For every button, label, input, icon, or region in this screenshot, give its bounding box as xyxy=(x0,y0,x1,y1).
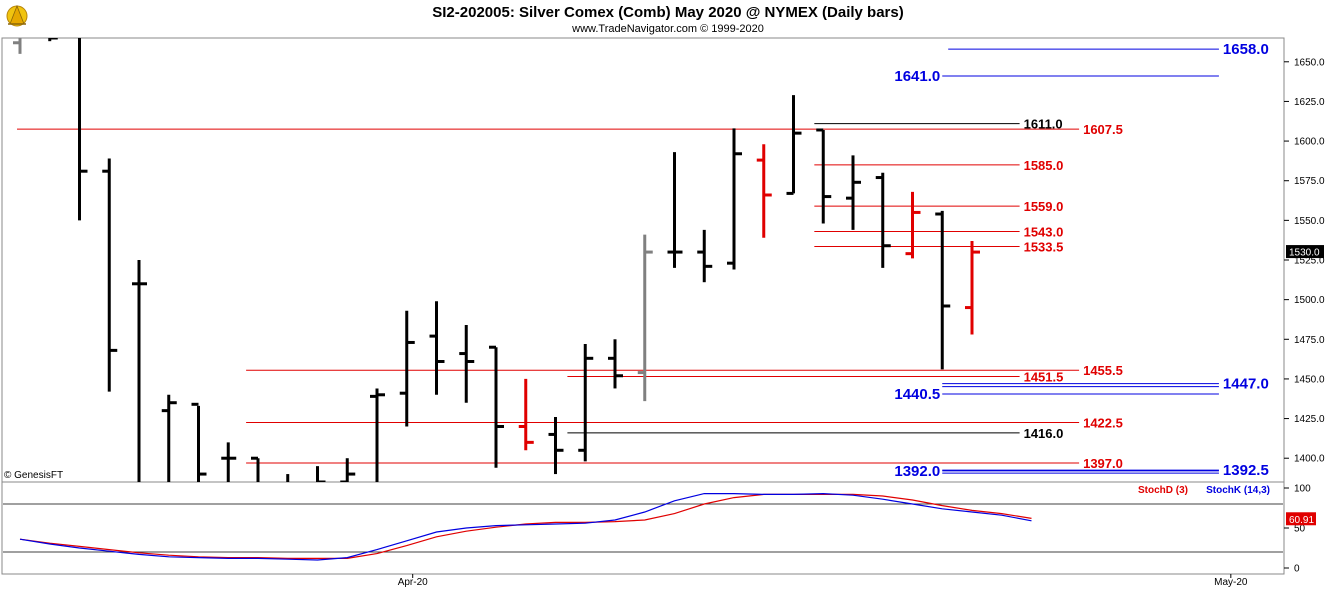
ohlc-bar xyxy=(846,155,861,230)
ohlc-bar xyxy=(965,240,980,335)
y-tick-label: 1500.0 xyxy=(1294,295,1325,306)
level-label: 1585.0 xyxy=(1024,158,1064,173)
y-tick-label: 1625.0 xyxy=(1294,97,1325,108)
price-pane xyxy=(1,37,1285,483)
last-price-label: 1530.0 xyxy=(1289,248,1320,259)
y-tick-label: 1400.0 xyxy=(1294,454,1325,465)
level-label: 1392.0 xyxy=(894,463,940,480)
ohlc-bar xyxy=(756,144,772,238)
ohlc-bar xyxy=(132,260,147,482)
level-label: 1447.0 xyxy=(1223,376,1269,393)
ohlc-bar xyxy=(78,38,88,221)
ohlc-bar xyxy=(637,234,653,402)
ohlc-bar xyxy=(578,344,594,462)
ohlc-bar xyxy=(697,229,713,283)
level-label: 1611.0 xyxy=(1024,117,1063,132)
level-label: 1533.5 xyxy=(1024,240,1064,255)
level-label: 1397.0 xyxy=(1083,456,1123,471)
ohlc-bar xyxy=(816,128,832,224)
ohlc-bar xyxy=(518,378,534,451)
stoch-y-tick-label: 0 xyxy=(1294,564,1300,575)
level-label: 1455.5 xyxy=(1083,363,1123,378)
y-tick-label: 1600.0 xyxy=(1294,137,1325,148)
ohlc-bar xyxy=(429,301,445,395)
ohlc-bar xyxy=(316,466,326,482)
ohlc-bar xyxy=(875,172,891,268)
level-label: 1416.0 xyxy=(1024,426,1064,441)
ohlc-bar xyxy=(48,38,58,42)
ohlc-bar xyxy=(786,95,802,195)
y-tick-label: 1475.0 xyxy=(1294,335,1325,346)
level-label: 1440.5 xyxy=(894,386,940,403)
stoch-k-line xyxy=(19,492,1032,561)
ohlc-bar xyxy=(191,402,207,482)
ohlc-bar xyxy=(251,456,260,482)
level-label: 1451.5 xyxy=(1024,370,1064,385)
last-price-box xyxy=(1286,245,1324,259)
ohlc-bar xyxy=(221,442,237,482)
ohlc-bar xyxy=(935,210,951,370)
logo-icon xyxy=(6,4,28,27)
ohlc-bar xyxy=(727,128,742,270)
stoch-d-line xyxy=(19,493,1032,560)
level-label: 1641.0 xyxy=(894,68,940,85)
ohlc-bar xyxy=(370,388,385,482)
stoch-d-legend: StochD (3) xyxy=(1138,485,1188,496)
stoch-y-tick-label: 50 xyxy=(1294,524,1306,535)
y-tick-label: 1575.0 xyxy=(1294,176,1325,187)
stoch-last-value-box xyxy=(1286,512,1316,526)
ohlc-bar xyxy=(102,158,118,392)
level-label: 1607.5 xyxy=(1083,122,1123,137)
y-tick-label: 1450.0 xyxy=(1294,374,1325,385)
ohlc-bar xyxy=(161,394,177,482)
ohlc-bar xyxy=(548,416,564,475)
level-label: 1422.5 xyxy=(1083,416,1123,431)
ohlc-bar xyxy=(13,38,22,54)
stoch-k-legend: StochK (14,3) xyxy=(1206,485,1270,496)
x-tick-label: Apr-20 xyxy=(398,577,428,588)
stoch-y-tick-label: 100 xyxy=(1294,484,1311,495)
level-label: 1559.0 xyxy=(1024,199,1064,214)
level-label: 1543.0 xyxy=(1024,224,1064,239)
ohlc-bar xyxy=(608,339,623,389)
y-tick-label: 1525.0 xyxy=(1294,256,1325,267)
stochastic-pane xyxy=(1,481,1285,575)
level-label: 1658.0 xyxy=(1223,41,1269,58)
ohlc-bar xyxy=(340,458,356,482)
ohlc-bar xyxy=(667,152,683,268)
level-label: 1392.5 xyxy=(1223,462,1269,479)
chart-subtitle: www.TradeNavigator.com © 1999-2020 xyxy=(571,23,764,35)
ohlc-bar xyxy=(905,191,921,259)
y-tick-label: 1425.0 xyxy=(1294,414,1325,425)
ohlc-bar xyxy=(489,345,504,468)
y-tick-label: 1650.0 xyxy=(1294,57,1325,68)
copyright-label: © GenesisFT xyxy=(4,470,63,481)
ohlc-bar xyxy=(399,310,415,427)
ohlc-bar xyxy=(459,325,475,403)
stoch-last-value-label: 60.91 xyxy=(1289,515,1314,526)
chart-title: SI2-202005: Silver Comex (Comb) May 2020… xyxy=(432,4,903,21)
x-tick-label: May-20 xyxy=(1214,577,1248,588)
y-tick-label: 1550.0 xyxy=(1294,216,1325,227)
